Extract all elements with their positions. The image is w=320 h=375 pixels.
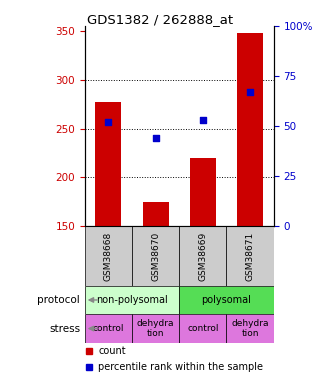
Bar (179, 286, 274, 314)
Text: protocol: protocol (37, 295, 80, 305)
Bar (237, 33, 263, 226)
Text: control: control (93, 324, 124, 333)
Bar (132, 314, 179, 344)
Text: GSM38668: GSM38668 (104, 232, 113, 281)
Bar (85, 314, 132, 344)
Bar (227, 226, 274, 286)
Text: polysomal: polysomal (202, 295, 251, 305)
Text: GDS1382 / 262888_at: GDS1382 / 262888_at (87, 13, 233, 26)
Point (200, 117, 205, 123)
Bar (95, 102, 121, 226)
Bar (143, 202, 169, 226)
Bar (85, 286, 179, 314)
Bar (85, 226, 132, 286)
Bar (132, 226, 179, 286)
Bar (179, 226, 227, 286)
Text: dehydra
tion: dehydra tion (231, 319, 269, 338)
Text: GSM38669: GSM38669 (198, 232, 207, 281)
Text: count: count (98, 346, 126, 356)
Point (247, 89, 252, 95)
Point (106, 119, 111, 125)
Text: non-polysomal: non-polysomal (96, 295, 168, 305)
Text: dehydra
tion: dehydra tion (137, 319, 174, 338)
Text: control: control (187, 324, 219, 333)
Bar (227, 314, 274, 344)
Text: stress: stress (49, 324, 80, 333)
Text: percentile rank within the sample: percentile rank within the sample (98, 362, 263, 372)
Text: GSM38670: GSM38670 (151, 232, 160, 281)
Point (153, 135, 158, 141)
Bar (190, 158, 216, 226)
Bar (179, 314, 227, 344)
Text: GSM38671: GSM38671 (245, 232, 254, 281)
